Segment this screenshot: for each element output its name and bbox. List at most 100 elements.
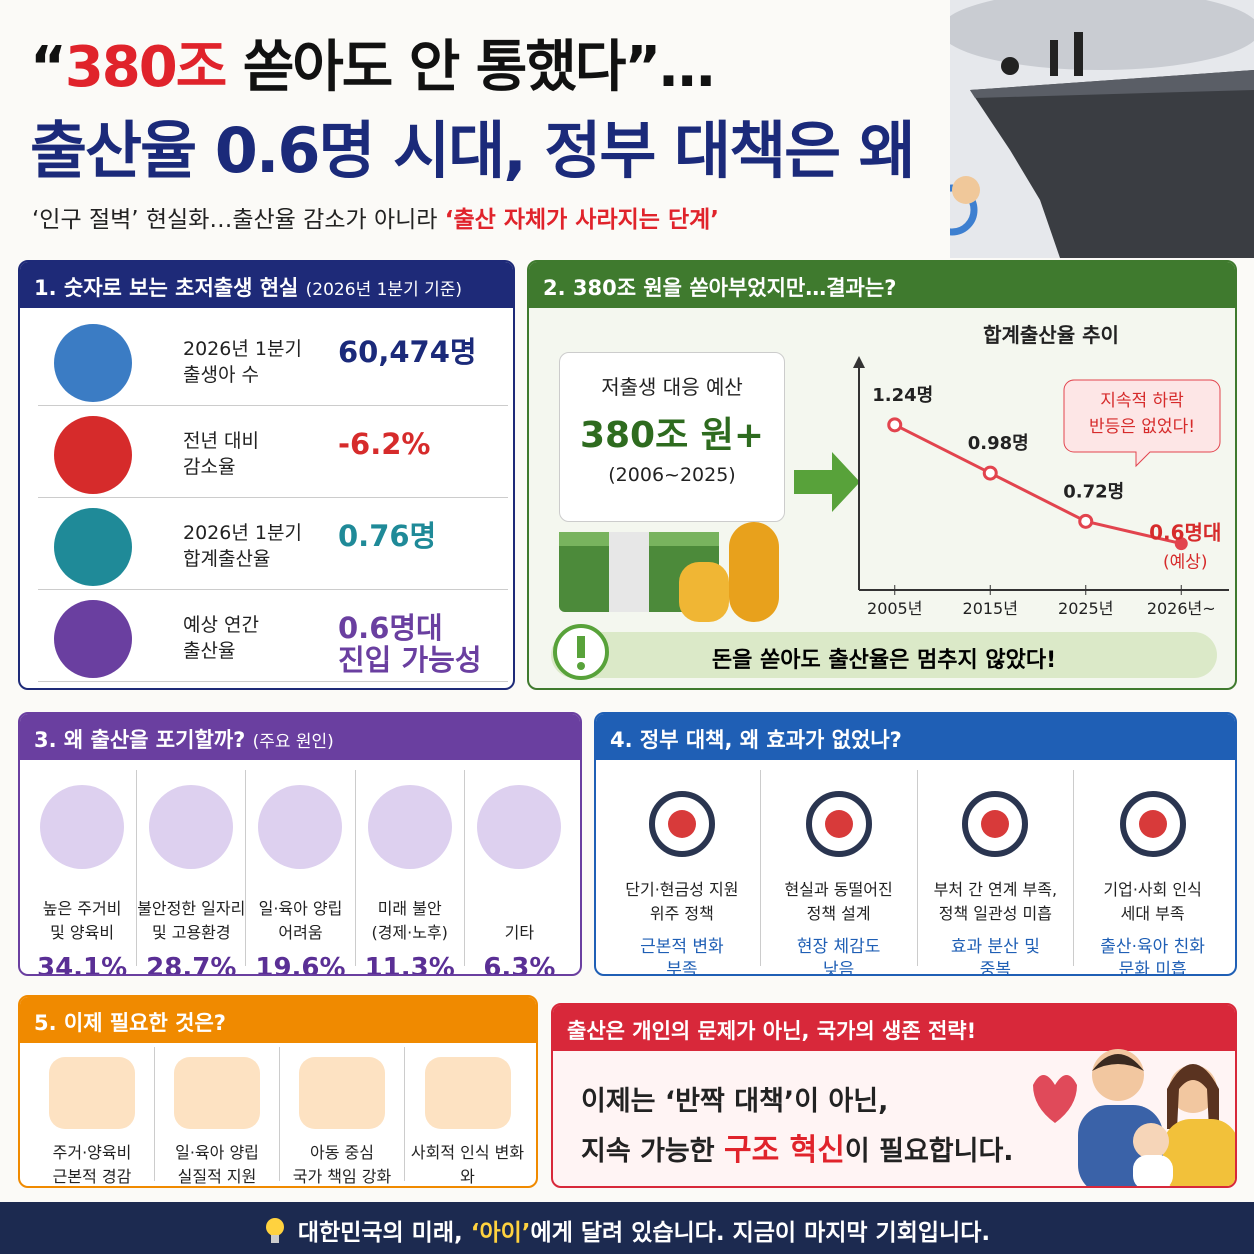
policy-effect: 효과 분산 및 중복 — [918, 936, 1074, 974]
cause-icon — [40, 785, 125, 869]
footer-highlight: ‘아이’ — [470, 1220, 531, 1246]
policy-label-line: 정책 일관성 미흡 — [938, 904, 1052, 923]
section-header: 2. 380조 원을 쏟아부었지만…결과는? — [529, 262, 1235, 308]
policy-glyph — [962, 791, 1029, 857]
message-line1: 이제는 ‘반짝 대책’이 아닌, — [581, 1086, 889, 1117]
budget-label: 저출생 대응 예산 — [601, 375, 743, 399]
cause-value: 6.3% — [483, 953, 556, 976]
cause-value: 19.6% — [255, 953, 346, 976]
stat-value: -6.2% — [338, 428, 430, 460]
cause-label-line: (경제·노후) — [371, 923, 448, 942]
stat-row: 2026년 1분기 합계출산율 0.76명 — [38, 498, 508, 590]
section-title: 3. 왜 출산을 포기할까? — [34, 728, 246, 752]
policy-effect: 근본적 변화 부족 — [604, 936, 760, 976]
need-label-line: 사회적 인식 변화와 — [410, 1143, 525, 1186]
cause-label: 미래 불안 (경제·노후) — [356, 877, 464, 945]
bulb-icon — [265, 1218, 284, 1243]
forecast-note: (예상) — [1163, 553, 1208, 573]
stat-value: 60,474명 — [338, 336, 477, 368]
footer-part: 대한민국의 미래, — [297, 1220, 471, 1246]
policy-label-line: 정책 설계 — [806, 904, 871, 923]
cause-item: 일·육아 양립 어려움 19.6% — [246, 770, 356, 974]
banner: 돈을 쏟아도 출산율은 멈추지 않았다! — [551, 632, 1217, 678]
arrow-icon — [794, 452, 860, 512]
policy-label-line: 세대 부족 — [1120, 904, 1185, 923]
stat-label: 전년 대비 감소율 — [183, 428, 259, 480]
stat-value-line: 60,474명 — [338, 335, 477, 369]
section-header: 3. 왜 출산을 포기할까? (주요 원인) — [20, 714, 580, 760]
policy-effect-line: 부족 — [666, 960, 698, 976]
policy-effect-line: 문화 미흡 — [1118, 960, 1187, 976]
need-item: 일·육아 양립 실질적 지원 — [155, 1047, 280, 1186]
need-item: 주거·양육비 근본적 경감 — [30, 1047, 155, 1186]
title-part: “ — [30, 35, 67, 100]
cause-item: 불안정한 일자리 및 고용환경 28.7% — [137, 770, 247, 974]
stat-label-line: 2026년 1분기 — [183, 338, 302, 360]
subtitle-highlight: ‘출산 자체가 사라지는 단계’ — [444, 207, 720, 233]
message-part: 이 필요합니다. — [844, 1136, 1014, 1167]
title-line2: 출산율 0.6명 시대, 정부 대책은 왜 — [30, 114, 916, 187]
x-tick-label: 2025년 — [1058, 599, 1113, 618]
data-label: 0.6명대 — [1149, 521, 1221, 545]
stat-label-line: 출생아 수 — [183, 364, 259, 386]
policy-label: 단기·현금성 지원 위주 정책 — [604, 878, 760, 926]
data-point — [1174, 537, 1188, 551]
need-icon — [424, 1057, 511, 1129]
section-header: 5. 이제 필요한 것은? — [20, 997, 536, 1043]
title-highlight: 380조 — [64, 35, 227, 100]
section-header: 1. 숫자로 보는 초저출생 현실 (2026년 1분기 기준) — [20, 262, 513, 308]
policy-effect-line: 낮음 — [822, 960, 855, 976]
need-label: 주거·양육비 근본적 경감 — [30, 1141, 154, 1186]
stat-label-line: 출산율 — [183, 640, 236, 662]
section-stats: 1. 숫자로 보는 초저출생 현실 (2026년 1분기 기준) 2026년 1… — [18, 260, 515, 690]
cause-value: 11.3% — [364, 953, 455, 976]
need-item: 사회적 인식 변화와세대 연대 — [405, 1047, 530, 1186]
policy-glyph — [805, 791, 872, 857]
cause-label-line: 높은 주거비 — [42, 899, 122, 918]
x-tick-label: 2026년~ — [1147, 599, 1216, 618]
policy-label: 부처 간 연계 부족, 정책 일관성 미흡 — [918, 878, 1074, 926]
policy-effect-line: 출산·육아 친화 — [1100, 937, 1205, 957]
cliff-illustration — [950, 0, 1254, 258]
need-item: 아동 중심 국가 책임 강화 — [280, 1047, 405, 1186]
stat-value: 0.6명대 진입 가능성 — [338, 612, 482, 676]
policy-icon — [799, 784, 879, 864]
money-illustration — [559, 522, 779, 622]
policy-label-line: 위주 정책 — [649, 904, 714, 923]
cause-icon — [477, 785, 562, 869]
cause-label-line: 어려움 — [278, 923, 323, 942]
data-label: 0.72명 — [1063, 481, 1124, 502]
policy-icon — [1113, 784, 1193, 864]
stat-value: 0.76명 — [338, 520, 436, 552]
subtitle-part: ‘인구 절벽’ 현실화…출산율 감소가 아니라 — [32, 207, 445, 233]
policy-icon — [955, 784, 1035, 864]
section-note: (2026년 1분기 기준) — [305, 280, 463, 300]
policy-label-line: 기업·사회 인식 — [1103, 880, 1202, 899]
need-label-line: 실질적 지원 — [177, 1167, 257, 1186]
cause-value: 34.1% — [36, 953, 128, 976]
need-icon — [49, 1057, 135, 1129]
stat-label-line: 예상 연간 — [183, 614, 259, 636]
footer: 대한민국의 미래, ‘아이’에게 달려 있습니다. 지금이 마지막 기회입니다. — [0, 1202, 1254, 1254]
stat-value-line: 0.6명대 — [338, 611, 443, 645]
budget-card: 저출생 대응 예산 380조 원+ (2006~2025) — [559, 352, 785, 522]
cause-icon — [258, 785, 343, 869]
budget-amount: 380조 원+ — [579, 415, 765, 456]
warning-icon — [553, 624, 609, 680]
subtitle: ‘인구 절벽’ 현실화…출산율 감소가 아니라 ‘출산 자체가 사라지는 단계’ — [32, 200, 719, 234]
need-icon — [299, 1057, 385, 1129]
policy-label: 현실과 동떨어진 정책 설계 — [761, 878, 917, 926]
message-line2: 지속 가능한 구조 혁신이 필요합니다. — [581, 1125, 1014, 1169]
x-tick-label: 2015년 — [963, 599, 1018, 618]
budget-period: (2006~2025) — [608, 464, 736, 486]
family-illustration — [1033, 1049, 1235, 1186]
cause-label-line: 및 양육비 — [50, 923, 115, 942]
chart-title: 합계출산율 추이 — [983, 323, 1119, 347]
cause-value: 28.7% — [146, 953, 237, 976]
stat-label-line: 합계출산율 — [183, 548, 271, 570]
